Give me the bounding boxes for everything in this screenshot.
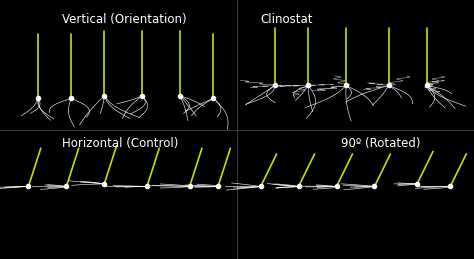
Text: Horizontal (Control): Horizontal (Control) bbox=[62, 137, 178, 150]
Text: Clinostat: Clinostat bbox=[261, 13, 313, 26]
Text: 90º (Rotated): 90º (Rotated) bbox=[341, 137, 421, 150]
Text: Vertical (Orientation): Vertical (Orientation) bbox=[62, 13, 186, 26]
